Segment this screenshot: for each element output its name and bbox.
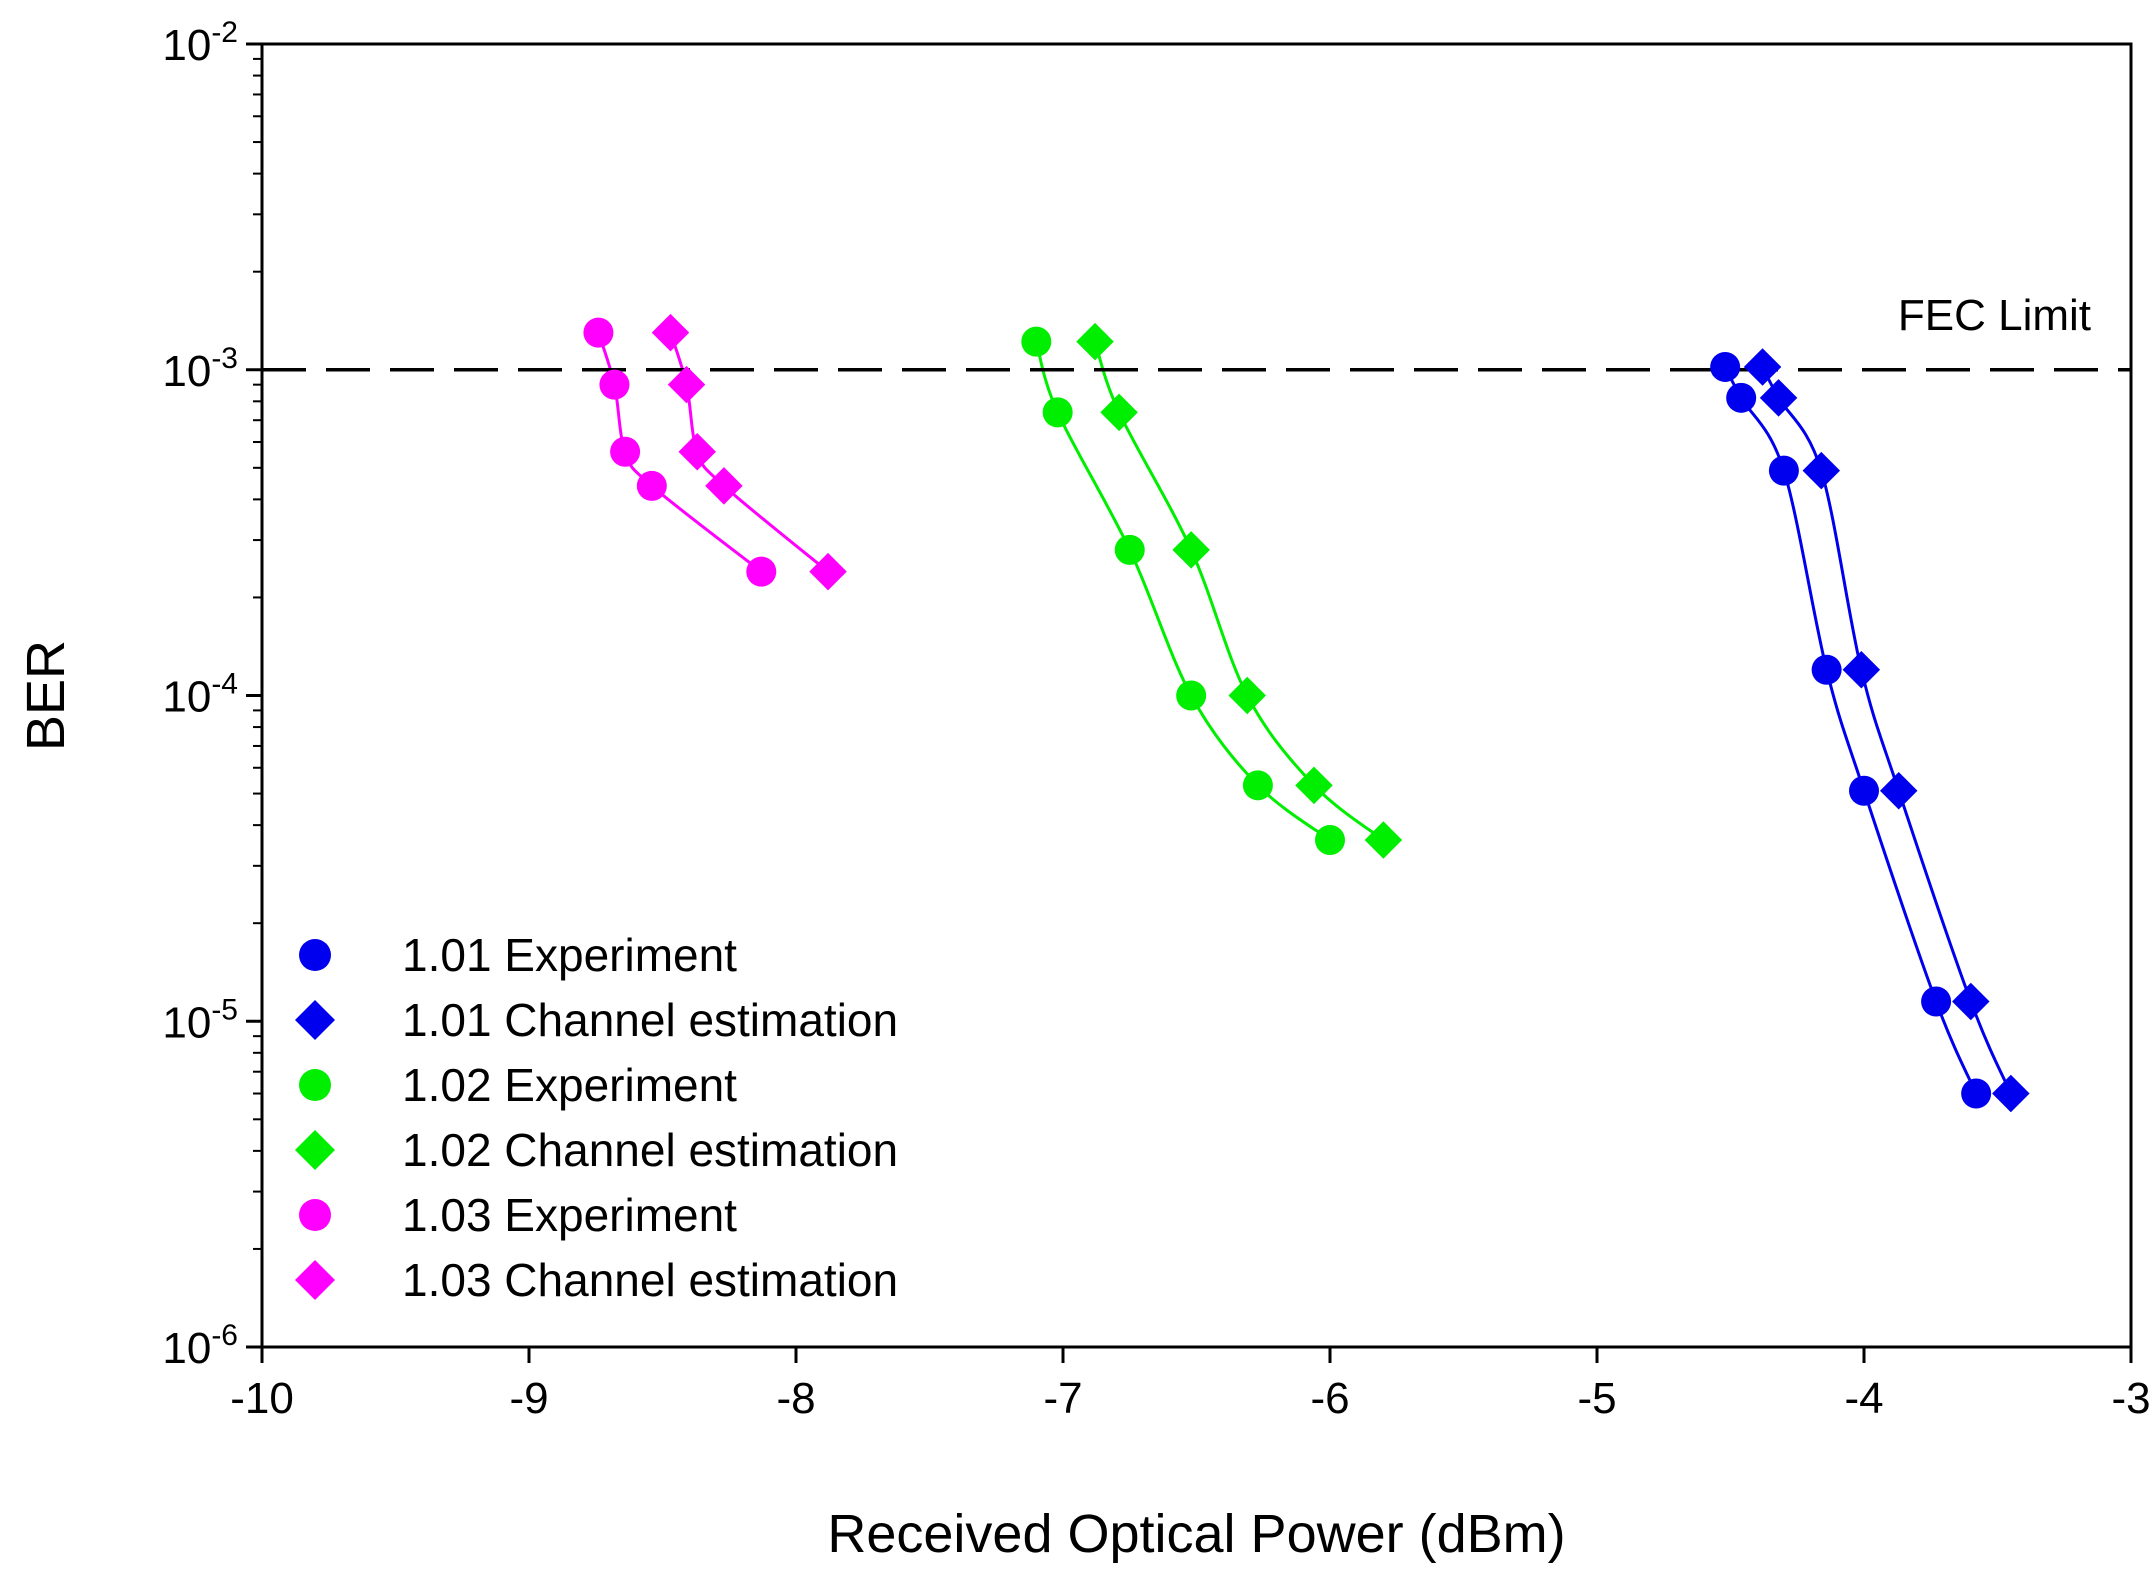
- data-point-circle: [1710, 351, 1741, 382]
- x-tick-label: -5: [1577, 1374, 1616, 1423]
- x-tick-label: -7: [1043, 1374, 1082, 1423]
- x-tick-label: -10: [230, 1374, 294, 1423]
- data-point-circle: [746, 556, 777, 587]
- data-point-diamond: [809, 552, 847, 591]
- data-point-diamond: [1759, 379, 1798, 417]
- y-tick-label: 10-5: [162, 993, 238, 1047]
- data-point-diamond: [1743, 348, 1782, 386]
- legend-label: 1.02 Experiment: [402, 1059, 737, 1111]
- data-point-diamond: [1802, 451, 1841, 490]
- legend-marker: [299, 939, 331, 971]
- data-point-diamond: [1842, 650, 1881, 689]
- data-point-diamond: [1228, 676, 1266, 715]
- data-point-diamond: [705, 467, 743, 505]
- data-point-circle: [610, 436, 641, 467]
- data-point-diamond: [1100, 393, 1138, 432]
- data-point-diamond: [1076, 322, 1114, 361]
- data-markers: [583, 313, 2030, 1113]
- y-tick-label: 10-6: [162, 1319, 238, 1373]
- x-tick-label: -6: [1310, 1374, 1349, 1423]
- data-point-circle: [636, 470, 667, 501]
- fec-limit-label: FEC Limit: [1898, 291, 2091, 340]
- legend-label: 1.03 Experiment: [402, 1189, 737, 1241]
- data-point-diamond: [1992, 1074, 2030, 1113]
- data-point-diamond: [667, 365, 706, 404]
- x-tick-label: -4: [1844, 1374, 1883, 1423]
- legend-marker: [295, 1130, 335, 1170]
- legend-label: 1.03 Channel estimation: [402, 1254, 898, 1306]
- data-point-circle: [1961, 1078, 1992, 1109]
- data-point-circle: [1114, 534, 1145, 565]
- legend-marker: [299, 1199, 331, 1231]
- x-tick-label: -8: [776, 1374, 815, 1423]
- x-axis-title: Received Optical Power (dBm): [827, 1504, 1565, 1564]
- data-point-circle: [599, 369, 630, 400]
- y-tick-label: 10-2: [162, 16, 238, 70]
- data-point-diamond: [678, 433, 716, 471]
- data-point-circle: [1176, 680, 1207, 711]
- legend-label: 1.02 Channel estimation: [402, 1124, 898, 1176]
- legend-marker: [295, 1000, 335, 1040]
- data-point-circle: [1315, 825, 1345, 856]
- data-point-diamond: [1364, 821, 1403, 859]
- data-point-circle: [1921, 986, 1952, 1017]
- y-axis-title: BER: [16, 640, 76, 751]
- data-point-circle: [1726, 382, 1757, 413]
- x-tick-label: -3: [2111, 1374, 2150, 1423]
- legend-marker: [295, 1260, 335, 1300]
- y-tick-label: 10-3: [162, 342, 238, 396]
- y-axis-ticks: 10-6 10-5 10-4 10-3 10-2: [162, 16, 262, 1373]
- data-point-circle: [1021, 326, 1052, 357]
- data-point-circle: [1242, 770, 1273, 801]
- data-point-diamond: [1295, 766, 1333, 805]
- data-point-circle: [1849, 775, 1879, 806]
- data-point-circle: [583, 317, 614, 348]
- data-point-circle: [1811, 654, 1842, 685]
- y-tick-label: 10-4: [162, 668, 238, 722]
- legend-label: 1.01 Channel estimation: [402, 994, 898, 1046]
- x-axis-ticks: -10 -9 -8 -7 -6 -5 -4 -3: [230, 1347, 2151, 1423]
- data-point-diamond: [1172, 531, 1210, 569]
- data-point-diamond: [651, 313, 690, 352]
- data-point-circle: [1042, 397, 1073, 428]
- data-point-circle: [1768, 455, 1799, 486]
- data-point-diamond: [1952, 982, 1990, 1021]
- data-point-diamond: [1879, 772, 1918, 810]
- legend-label: 1.01 Experiment: [402, 929, 737, 981]
- legend: 1.01 Experiment 1.01 Channel estimation 1.…: [295, 929, 898, 1306]
- x-tick-label: -9: [509, 1374, 548, 1423]
- legend-marker: [299, 1069, 331, 1101]
